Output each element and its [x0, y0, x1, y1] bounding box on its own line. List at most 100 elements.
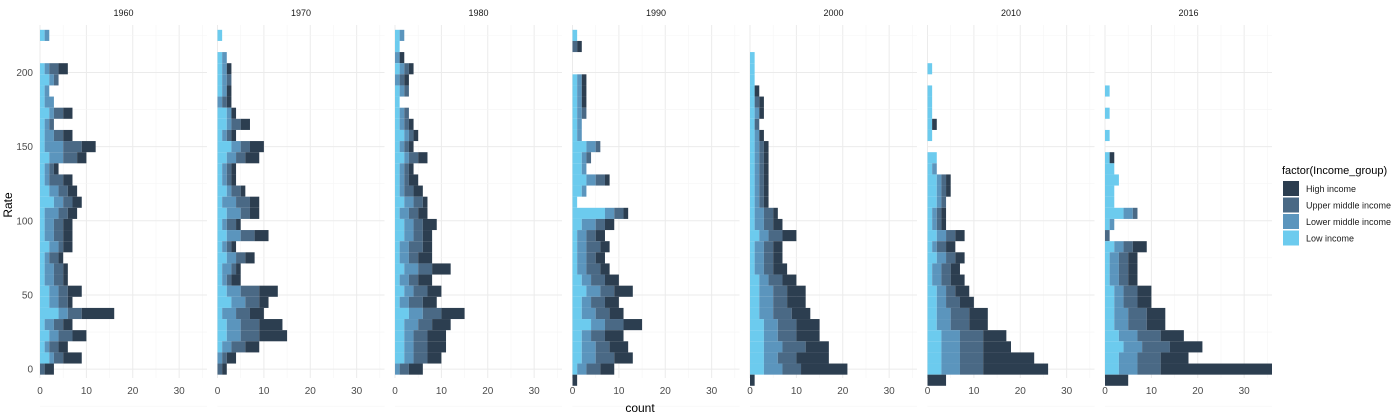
bar-segment-high-income: [955, 252, 965, 264]
bar-segment-lower-middle-income: [936, 196, 942, 208]
bar-segment-low-income: [217, 63, 223, 75]
bar-segment-upper-middle-income: [782, 341, 806, 353]
bar-segment-lower-middle-income: [1118, 363, 1138, 375]
bar-segment-low-income: [217, 241, 223, 253]
bar-segment-low-income: [395, 141, 400, 153]
bar-segment-low-income: [395, 185, 400, 197]
bar-segment-high-income: [413, 185, 423, 197]
bar-segment-high-income: [441, 307, 465, 320]
bar-segment-high-income: [422, 218, 437, 231]
bar-segment-low-income: [217, 29, 223, 41]
bar-segment-lower-middle-income: [759, 230, 769, 242]
bar-segment-lower-middle-income: [222, 196, 237, 208]
x-tick-label: 20: [305, 386, 317, 397]
bar-segment-upper-middle-income: [1128, 307, 1147, 320]
bar-segment-lower-middle-income: [754, 107, 760, 119]
bar-segment-lower-middle-income: [44, 207, 59, 219]
bar-segment-low-income: [40, 118, 45, 130]
bar-segment-high-income: [67, 207, 78, 219]
bar-segment-high-income: [222, 363, 227, 375]
bar-segment-low-income: [40, 107, 50, 119]
bar-segment-high-income: [63, 274, 68, 286]
bar-segment-lower-middle-income: [1114, 296, 1124, 308]
bar-segment-low-income: [750, 174, 755, 186]
bar-segment-high-income: [773, 263, 788, 275]
x-tick-label: 10: [258, 386, 270, 397]
y-tick-label: 100: [16, 216, 33, 227]
bar-segment-low-income: [217, 174, 223, 186]
bar-segment-upper-middle-income: [754, 96, 760, 108]
bar-segment-upper-middle-income: [959, 352, 984, 364]
bar-segment-low-income: [572, 274, 582, 286]
bar-segment-upper-middle-income: [941, 263, 951, 275]
bar-segment-upper-middle-income: [586, 241, 601, 253]
bar-segment-lower-middle-income: [577, 118, 582, 130]
x-tick-label: 30: [529, 386, 541, 397]
bar-segment-upper-middle-income: [1105, 230, 1110, 242]
bar-segment-lower-middle-income: [754, 241, 764, 253]
bar-segment-lower-middle-income: [222, 129, 227, 142]
bar-segment-upper-middle-income: [1132, 207, 1138, 219]
bar-segment-high-income: [604, 274, 619, 286]
x-tick-label: 0: [1102, 386, 1108, 397]
bar-segment-upper-middle-income: [413, 352, 428, 364]
bar-segment-low-income: [927, 129, 933, 142]
bar-segment-low-income: [217, 285, 227, 297]
bar-segment-low-income: [395, 274, 400, 286]
bar-segment-lower-middle-income: [399, 163, 405, 175]
bar-segment-lower-middle-income: [399, 296, 409, 308]
bar-segment-upper-middle-income: [49, 252, 59, 264]
bar-segment-lower-middle-income: [395, 74, 400, 86]
bar-segment-high-income: [58, 252, 64, 264]
bar-segment-high-income: [950, 274, 965, 286]
bar-segment-upper-middle-income: [959, 341, 984, 353]
bar-segment-high-income: [773, 241, 783, 253]
facet-panel-1970: 1970 0 10 20 30: [215, 8, 385, 407]
bars: [217, 29, 288, 375]
bar-segment-lower-middle-income: [44, 263, 54, 275]
y-tick-label: 0: [27, 365, 33, 376]
bar-segment-high-income: [787, 285, 806, 297]
bar-segment-lower-middle-income: [44, 129, 54, 142]
bar-segment-low-income: [750, 163, 755, 175]
bar-segment-lower-middle-income: [399, 174, 405, 186]
bar-segment-lower-middle-income: [577, 85, 582, 97]
bar-segment-high-income: [422, 196, 428, 208]
x-tick-label: 10: [1146, 386, 1158, 397]
bar-segment-high-income: [72, 196, 82, 208]
bar-segment-high-income: [1160, 363, 1272, 375]
bar-segment-lower-middle-income: [581, 218, 596, 231]
bar-segment-high-income: [240, 118, 250, 130]
bar-segment-upper-middle-income: [959, 330, 984, 342]
bar-segment-upper-middle-income: [404, 63, 409, 75]
bar-segment-upper-middle-income: [240, 207, 250, 219]
bar-segment-low-income: [572, 363, 578, 375]
bar-segment-high-income: [418, 207, 428, 219]
bar-segment-high-income: [63, 241, 73, 253]
bar-segment-high-income: [67, 296, 73, 308]
bar-segment-upper-middle-income: [591, 330, 605, 342]
bar-segment-low-income: [217, 52, 223, 64]
bar-segment-upper-middle-income: [58, 330, 73, 342]
bar-segment-low-income: [750, 274, 760, 286]
bar-segment-lower-middle-income: [404, 341, 414, 353]
bar-segment-lower-middle-income: [222, 174, 227, 186]
bar-segment-upper-middle-income: [413, 330, 428, 342]
bar-segment-high-income: [408, 141, 414, 153]
bar-segment-lower-middle-income: [1114, 285, 1124, 297]
bar-segment-low-income: [1105, 152, 1110, 164]
bar-segment-lower-middle-income: [44, 163, 50, 175]
bar-segment-lower-middle-income: [399, 207, 409, 219]
bar-segment-high-income: [77, 152, 87, 164]
bar-segment-low-income: [572, 252, 578, 264]
legend-label: Low income: [1306, 234, 1354, 244]
x-tick-label: 20: [1192, 386, 1204, 397]
bar-segment-low-income: [750, 141, 755, 153]
bar-segment-high-income: [53, 163, 59, 175]
bar-segment-upper-middle-income: [768, 230, 783, 242]
bar-segment-upper-middle-income: [936, 207, 942, 219]
bar-segment-high-income: [1128, 252, 1138, 264]
bar-segment-high-income: [983, 341, 1011, 353]
bar-segment-high-income: [955, 285, 970, 297]
bar-segment-upper-middle-income: [754, 118, 760, 130]
